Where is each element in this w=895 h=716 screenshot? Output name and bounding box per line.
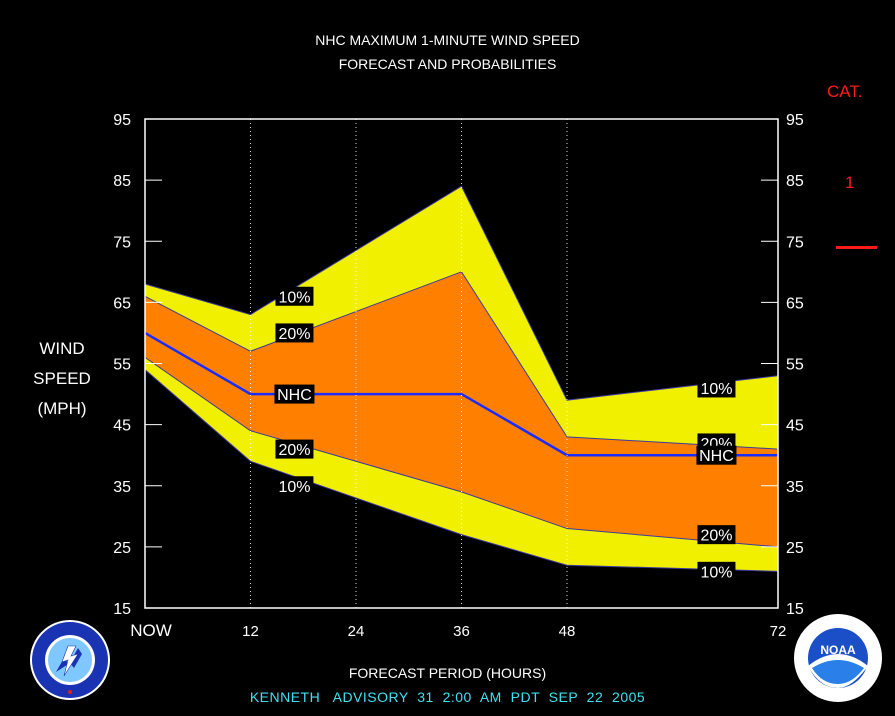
y-tick-label-right: 55 bbox=[786, 357, 804, 374]
category-header: CAT. bbox=[827, 82, 863, 101]
y-tick-label-left: 25 bbox=[113, 540, 131, 557]
annotation-label: 10% bbox=[700, 381, 732, 398]
x-tick-label: 36 bbox=[453, 623, 470, 640]
series-edge-0 bbox=[144, 185, 779, 401]
y-tick-label-right: 95 bbox=[786, 112, 804, 129]
y-tick-label-left: 55 bbox=[113, 357, 131, 374]
annotation-NHC-2: NHC bbox=[274, 384, 315, 404]
y-tick-label-right: 75 bbox=[786, 234, 804, 251]
annotation-10pct-5: 10% bbox=[697, 378, 736, 398]
y-tick-label-left: 15 bbox=[113, 601, 131, 618]
y-tick-label-left: 95 bbox=[113, 112, 131, 129]
noaa-logo: NOAA bbox=[794, 614, 882, 702]
annotation-label: 20% bbox=[278, 442, 310, 459]
y-tick-label-left: 45 bbox=[113, 418, 131, 435]
noaa-logo-text: NOAA bbox=[820, 643, 856, 657]
annotation-label: NHC bbox=[699, 448, 734, 465]
y-axis-label-line3: (MPH) bbox=[37, 399, 87, 418]
plot-area: 15 15 25 25 35 35 45 45 55 55 65 65 75 75 85 85 95 95 NOW 1… bbox=[113, 112, 804, 640]
annotation-20pct-1: 20% bbox=[275, 323, 314, 343]
annotation-20pct-8: 20% bbox=[697, 525, 736, 545]
y-tick-label-left: 35 bbox=[113, 479, 131, 496]
y-tick-label-left: 65 bbox=[113, 295, 131, 312]
annotation-label: 10% bbox=[278, 479, 310, 496]
series-line-nhc bbox=[144, 331, 778, 457]
annotation-box bbox=[275, 286, 314, 306]
y-tick-label-right: 15 bbox=[786, 601, 804, 618]
category-value: 1 bbox=[845, 173, 855, 192]
annotation-label: 20% bbox=[278, 326, 310, 343]
y-tick-label-right: 85 bbox=[786, 173, 804, 190]
category-threshold-line bbox=[836, 246, 877, 249]
annotation-label: 10% bbox=[700, 564, 732, 581]
x-tick-label: 12 bbox=[242, 623, 259, 640]
x-tick-label: 24 bbox=[348, 623, 365, 640]
annotation-box bbox=[697, 561, 736, 581]
chart-title-line1: NHC MAXIMUM 1-MINUTE WIND SPEED bbox=[315, 32, 580, 48]
series-edge-3 bbox=[144, 369, 779, 572]
y-tick-label-right: 65 bbox=[786, 295, 804, 312]
chart-title-line2: FORECAST AND PROBABILITIES bbox=[338, 56, 557, 72]
x-tick-label: 72 bbox=[770, 623, 787, 640]
annotation-box bbox=[697, 378, 736, 398]
y-tick-label-left: 75 bbox=[113, 234, 131, 251]
nws-logo bbox=[30, 620, 110, 700]
x-axis-label: FORECAST PERIOD (HOURS) bbox=[348, 665, 547, 681]
y-axis-label-line2: SPEED bbox=[33, 369, 91, 388]
annotation-box bbox=[275, 476, 314, 496]
y-tick-label-right: 35 bbox=[786, 479, 804, 496]
annotation-box bbox=[696, 445, 737, 465]
annotation-10pct-4: 10% bbox=[275, 476, 314, 496]
y-tick-label-right: 25 bbox=[786, 540, 804, 557]
annotation-label: 10% bbox=[278, 289, 310, 306]
annotation-NHC-7: NHC bbox=[696, 445, 737, 465]
x-tick-label: NOW bbox=[130, 621, 172, 640]
annotation-box bbox=[697, 525, 736, 545]
annotation-20pct-3: 20% bbox=[275, 439, 314, 459]
y-tick-label-right: 45 bbox=[786, 418, 804, 435]
annotation-label: 20% bbox=[700, 528, 732, 545]
annotation-10pct-9: 10% bbox=[697, 561, 736, 581]
advisory-footer: KENNETH ADVISORY 31 2:00 AM PDT SEP 22 2… bbox=[249, 689, 646, 705]
annotation-box bbox=[275, 323, 314, 343]
annotation-label: NHC bbox=[277, 387, 312, 404]
y-tick-label-left: 85 bbox=[113, 173, 131, 190]
y-axis-label-line1: WIND bbox=[39, 339, 85, 358]
x-tick-label: 48 bbox=[559, 623, 576, 640]
annotation-box bbox=[275, 439, 314, 459]
annotation-10pct-0: 10% bbox=[275, 286, 314, 306]
annotation-box bbox=[274, 384, 315, 404]
